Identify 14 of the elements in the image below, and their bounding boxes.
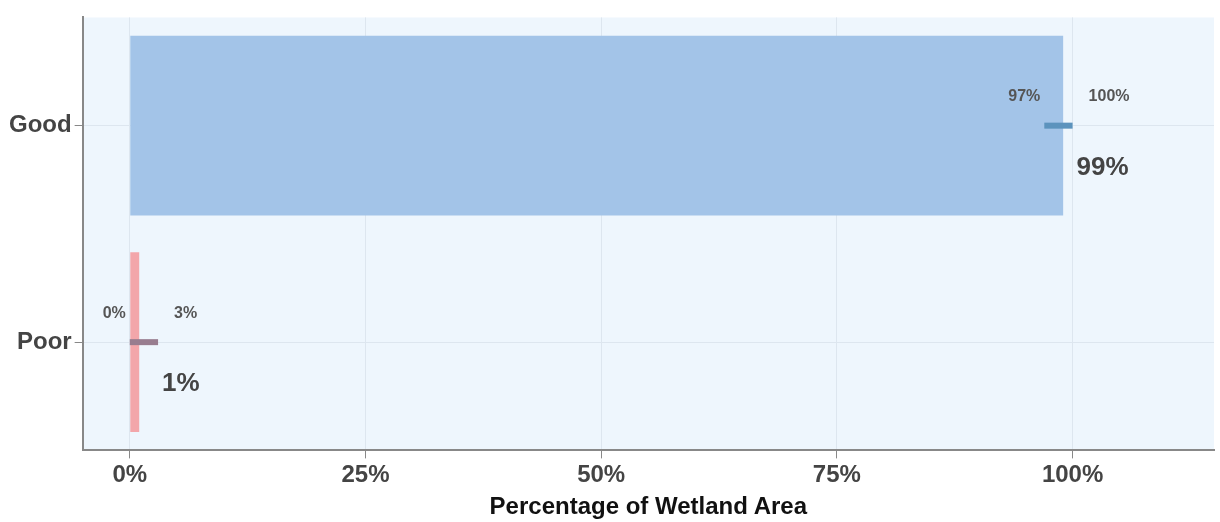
data-label: 1% <box>162 367 200 398</box>
x-axis-title: Percentage of Wetland Area <box>489 492 808 520</box>
y-tick-label: Poor <box>16 326 72 354</box>
x-tick-label: 75% <box>812 460 861 488</box>
annotation: 0% <box>102 303 126 321</box>
annotation: 3% <box>174 303 198 321</box>
y-tick-label: Good <box>8 110 72 138</box>
x-tick-label: 25% <box>341 460 390 488</box>
x-tick-label: 0% <box>112 460 148 488</box>
x-tick-label: 100% <box>1041 460 1104 488</box>
annotation: 100% <box>1088 87 1130 105</box>
annotation: 97% <box>1008 87 1041 105</box>
x-tick-label: 50% <box>577 460 626 488</box>
data-label: 99% <box>1076 150 1129 181</box>
